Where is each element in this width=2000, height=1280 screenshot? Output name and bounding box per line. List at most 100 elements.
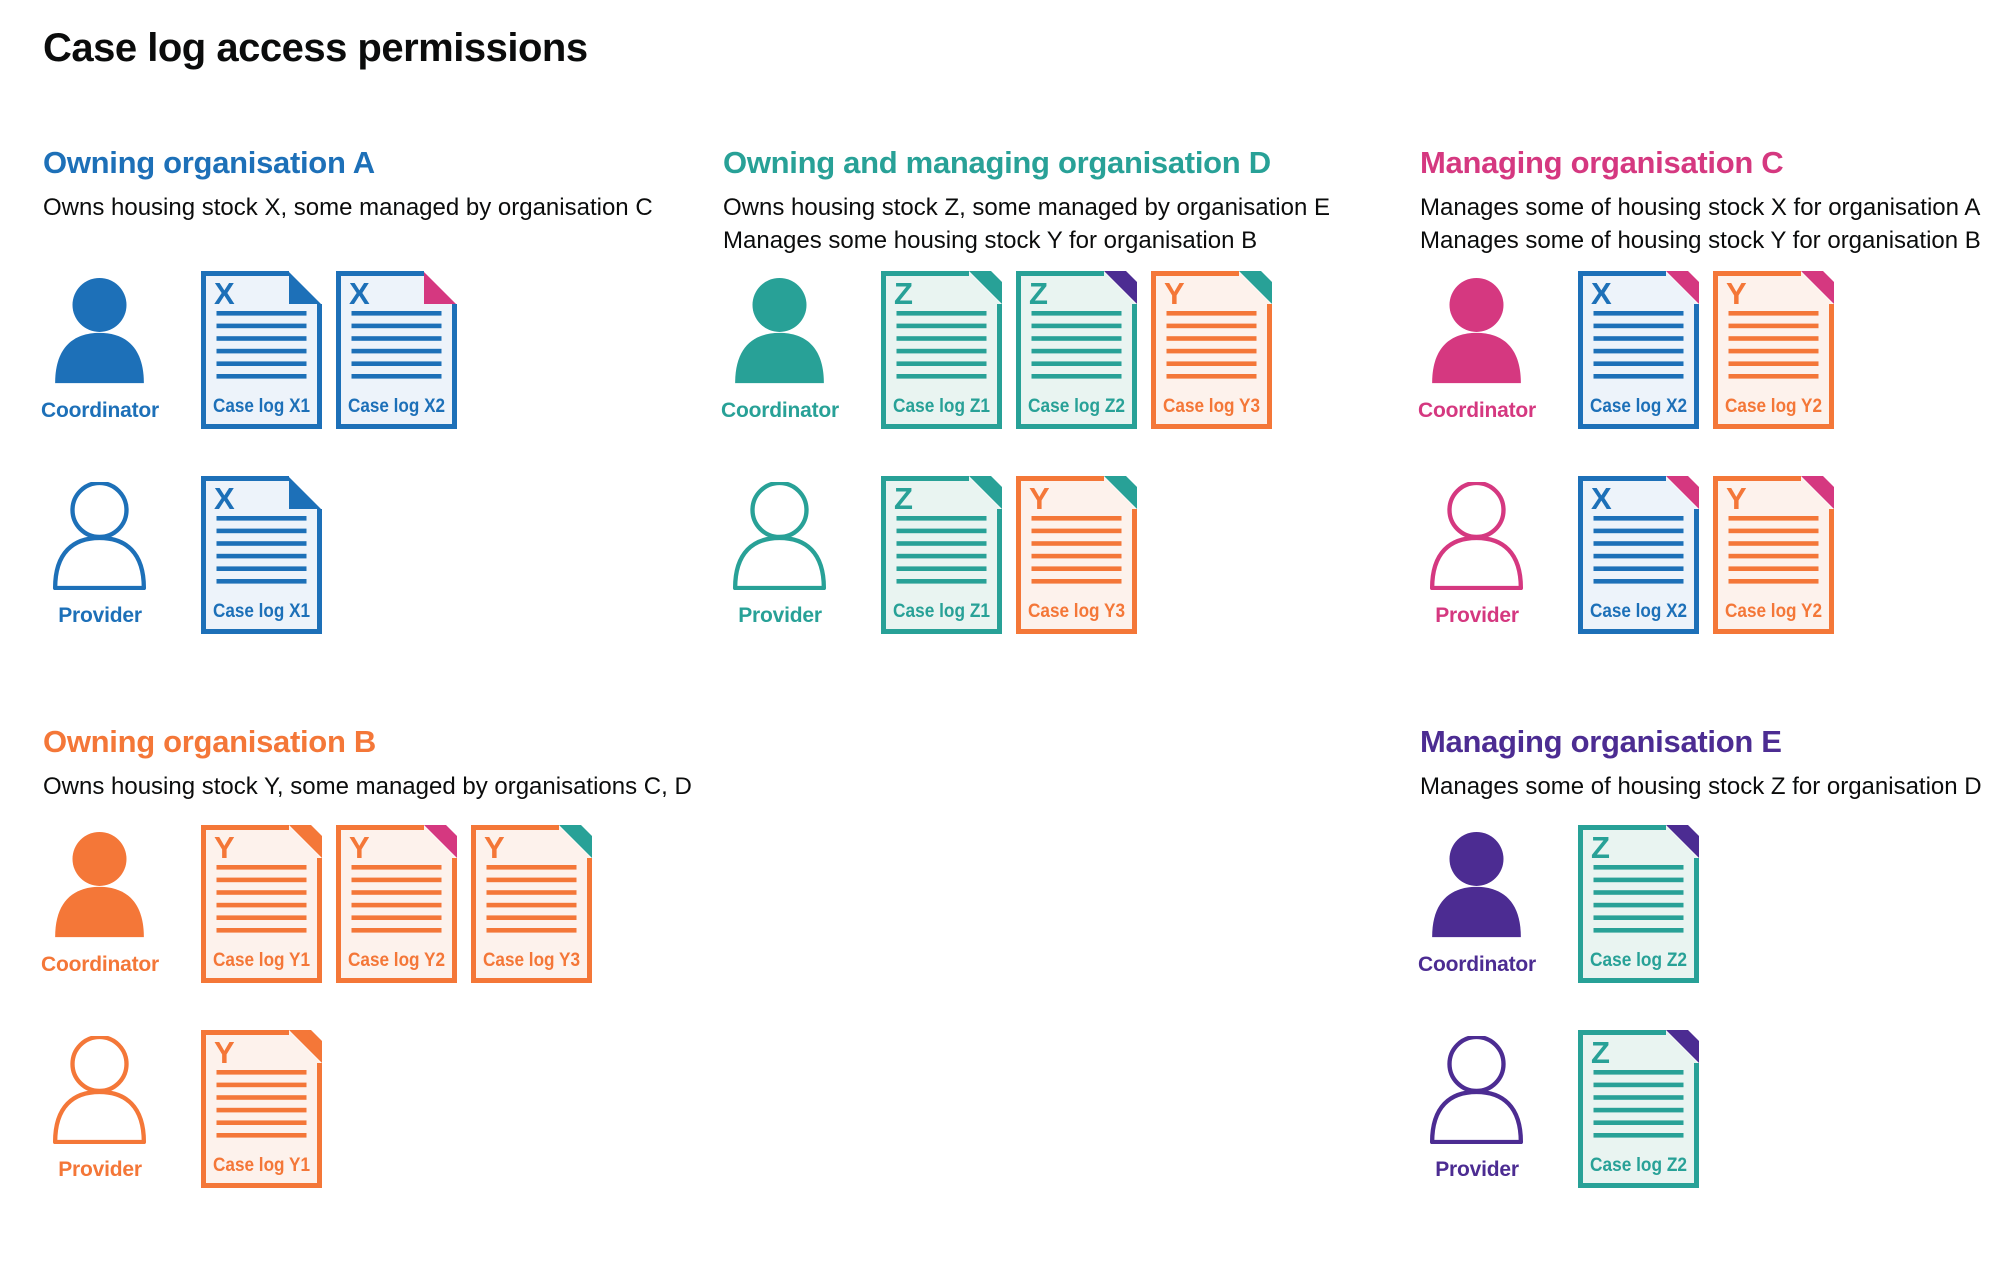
section-description: Manages some of housing stock X for orga… (1420, 191, 1981, 257)
person-head (752, 277, 807, 332)
document-text-line (486, 877, 577, 883)
case-log-document-icon: Y Case log Y1 (201, 1030, 322, 1188)
folded-corner-icon (424, 272, 456, 304)
description-line: Manages some housing stock Y for organis… (723, 227, 1258, 254)
folded-corner-icon (289, 1030, 322, 1063)
document-text-line (486, 865, 577, 870)
document-text-line (1166, 311, 1257, 316)
case-log-document: Z Case log Z2 (1578, 825, 1699, 983)
case-log-label: Case log Y2 (348, 949, 445, 971)
document-text-line (1593, 1070, 1684, 1075)
document-text-line (1031, 336, 1122, 341)
document-text-line (1593, 890, 1684, 895)
provider-row: Provider X Case log X1 (43, 476, 733, 681)
provider-label: Provider (58, 1158, 142, 1181)
document-text-line (1728, 361, 1819, 366)
document-text-line (351, 928, 442, 933)
housing-stock-letter: Z (1591, 1035, 1610, 1070)
document-text-line (216, 579, 307, 584)
person-head (1449, 831, 1504, 886)
coordinator-icon (731, 277, 828, 385)
provider-icon (51, 1036, 148, 1144)
folded-corner-icon (1666, 476, 1699, 509)
document-text-line (351, 323, 442, 329)
case-log-document-icon: Y Case log Y3 (471, 825, 592, 983)
document-border (201, 476, 322, 634)
case-log-document: Y Case log Y2 (1713, 476, 1834, 634)
person-head (72, 831, 127, 886)
document-border (201, 825, 322, 983)
document-text-line (1593, 528, 1684, 534)
document-text-line (216, 928, 307, 933)
document-text-line (351, 361, 442, 366)
case-log-document-icon: Y Case log Y3 (1016, 476, 1137, 634)
case-log-document-icon: Y Case log Y2 (1713, 271, 1834, 429)
document-text-line (1166, 348, 1257, 354)
provider-row: Provider Y Case log Y1 (43, 1030, 733, 1235)
case-log-document: X Case log X2 (336, 271, 457, 429)
case-log-label: Case log X2 (348, 395, 445, 417)
section-heading: Owning organisation B (43, 724, 376, 759)
document-text-line (1728, 374, 1819, 379)
section-heading: Owning organisation A (43, 145, 375, 180)
document-text-line (216, 516, 307, 521)
document-text-line (896, 528, 987, 534)
case-log-document: Z Case log Z1 (881, 476, 1002, 634)
person-body (55, 332, 144, 384)
document-text-line (216, 1120, 307, 1125)
document-text-line (1593, 553, 1684, 559)
document-border (1713, 476, 1834, 634)
case-log-document: Z Case log Z2 (1578, 1030, 1699, 1188)
case-log-label: Case log Y3 (1028, 600, 1125, 622)
case-log-document-icon: X Case log X2 (1578, 476, 1699, 634)
document-border (1578, 825, 1699, 983)
person-body (55, 886, 144, 938)
document-text-line (486, 890, 577, 895)
document-text-line (1031, 374, 1122, 379)
case-log-document: Z Case log Z2 (1016, 271, 1137, 429)
section-description: Owns housing stock Z, some managed by or… (723, 191, 1330, 257)
document-text-line (216, 1082, 307, 1088)
document-border (471, 825, 592, 983)
document-text-line (1031, 348, 1122, 354)
document-text-line (1166, 336, 1257, 341)
case-log-document: Y Case log Y1 (201, 1030, 322, 1188)
person-head (1447, 482, 1506, 540)
case-log-document-icon: Z Case log Z1 (881, 476, 1002, 634)
document-border (1151, 271, 1272, 429)
provider-label: Provider (1435, 1158, 1519, 1181)
description-line: Manages some of housing stock Y for orga… (1420, 227, 1981, 254)
case-log-label: Case log Z2 (1590, 949, 1687, 971)
person-body (1429, 535, 1524, 590)
document-text-line (896, 566, 987, 571)
document-text-line (1593, 374, 1684, 379)
case-log-document: Z Case log Z1 (881, 271, 1002, 429)
document-text-line (896, 323, 987, 329)
folded-corner-icon (1801, 476, 1834, 509)
document-border (336, 271, 457, 429)
coordinator-label: Coordinator (41, 953, 159, 976)
case-log-label: Case log Z2 (1028, 395, 1125, 417)
document-text-line (1593, 361, 1684, 366)
coordinator-row: Coordinator Y Case log Y1 Y Case log Y2 … (41, 825, 733, 1030)
housing-stock-letter: Z (1029, 276, 1048, 311)
case-log-label: Case log Y3 (483, 949, 580, 971)
document-border (1016, 271, 1137, 429)
folded-corner-icon (289, 825, 322, 858)
document-text-line (1593, 323, 1684, 329)
housing-stock-letter: X (1591, 481, 1612, 516)
case-log-label: Case log Y1 (213, 1154, 310, 1176)
case-log-label: Case log X2 (1590, 395, 1687, 417)
section-heading: Owning and managing organisation D (723, 145, 1271, 180)
description-line: Manages some of housing stock X for orga… (1420, 194, 1981, 221)
case-log-document-icon: Y Case log Y3 (1151, 271, 1272, 429)
coordinator-label: Coordinator (1418, 953, 1536, 976)
folded-corner-icon (1666, 271, 1699, 304)
document-text-line (1728, 323, 1819, 329)
document-text-line (1593, 566, 1684, 571)
document-text-line (216, 336, 307, 341)
section-heading: Managing organisation C (1420, 145, 1784, 180)
case-log-document: Y Case log Y3 (471, 825, 592, 983)
case-log-label: Case log Y1 (213, 949, 310, 971)
section-managing-organisation-c: Managing organisation C Manages some of h… (1418, 145, 2000, 705)
